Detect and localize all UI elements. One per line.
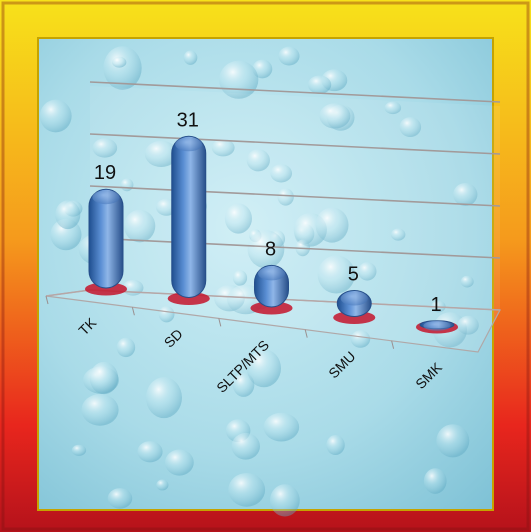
floor-back-edge xyxy=(89,289,501,311)
x-tick xyxy=(218,318,222,327)
water-droplet xyxy=(436,424,470,458)
water-droplet xyxy=(457,315,479,335)
bar xyxy=(88,188,124,289)
water-droplet xyxy=(224,203,252,234)
water-droplet xyxy=(423,468,447,494)
water-droplet xyxy=(317,255,355,294)
data-label: 8 xyxy=(265,238,276,260)
bars xyxy=(84,135,459,334)
water-droplet xyxy=(399,117,422,137)
data-label: 1 xyxy=(430,294,441,316)
water-droplet xyxy=(92,138,118,158)
water-droplet xyxy=(252,59,273,79)
bar-highlight xyxy=(92,190,120,205)
water-droplet xyxy=(156,479,169,491)
bar xyxy=(171,135,207,298)
water-droplet xyxy=(39,99,72,133)
water-droplet xyxy=(124,209,156,243)
water-droplet xyxy=(116,337,136,358)
gridline xyxy=(89,237,501,259)
water-droplet xyxy=(71,444,87,456)
data-label: 31 xyxy=(177,109,199,131)
data-label: 19 xyxy=(94,162,116,184)
bar-shadow xyxy=(250,301,293,315)
bar-highlight xyxy=(340,291,368,306)
water-droplet xyxy=(277,188,294,206)
water-droplet xyxy=(326,435,345,455)
water-droplet xyxy=(453,182,478,206)
water-droplet xyxy=(112,56,127,68)
water-droplet xyxy=(228,472,266,507)
water-droplet xyxy=(137,441,163,463)
bar-shadow xyxy=(167,292,210,305)
water-droplet xyxy=(144,140,178,168)
water-droplet xyxy=(55,200,81,230)
water-droplet xyxy=(81,394,119,426)
water-droplet xyxy=(183,50,198,65)
gridline xyxy=(89,81,501,103)
water-droplet xyxy=(384,101,402,115)
water-droplet xyxy=(246,349,281,388)
x-tick xyxy=(45,295,49,305)
x-axis-ticks xyxy=(45,295,395,349)
water-droplet xyxy=(278,46,300,66)
water-droplet xyxy=(145,377,182,419)
gridline xyxy=(89,185,501,207)
data-label: 5 xyxy=(348,264,359,286)
water-droplet xyxy=(269,484,300,517)
water-droplet xyxy=(107,488,133,509)
water-droplet xyxy=(307,75,332,94)
x-tick xyxy=(131,307,135,316)
water-droplet xyxy=(390,228,406,241)
chart-back-wall xyxy=(90,86,500,310)
gridline xyxy=(89,133,501,155)
water-droplet xyxy=(103,46,142,90)
bar-highlight xyxy=(257,266,286,281)
water-droplet xyxy=(164,449,194,476)
water-droplet xyxy=(89,361,119,395)
bar-highlight xyxy=(175,137,203,152)
x-tick xyxy=(391,340,395,349)
x-tick xyxy=(304,329,308,338)
water-droplet xyxy=(232,270,248,286)
bar-highlight xyxy=(423,320,451,331)
water-droplet xyxy=(270,164,293,183)
water-droplet xyxy=(232,372,255,397)
water-droplet xyxy=(350,330,371,348)
water-droplet xyxy=(460,275,474,288)
water-droplet xyxy=(319,103,351,129)
floor-left-edge xyxy=(45,289,91,297)
water-droplet xyxy=(247,230,285,269)
water-droplet xyxy=(158,306,175,323)
gridlines xyxy=(89,81,501,259)
water-droplet xyxy=(211,138,235,157)
water-droplet xyxy=(231,432,260,460)
water-droplet xyxy=(246,149,270,172)
water-droplet xyxy=(315,207,349,243)
water-droplet xyxy=(358,262,377,281)
bar-shadow xyxy=(84,282,128,296)
water-droplet xyxy=(263,412,300,442)
data-labels: 19 31 8 5 1 xyxy=(94,109,442,315)
